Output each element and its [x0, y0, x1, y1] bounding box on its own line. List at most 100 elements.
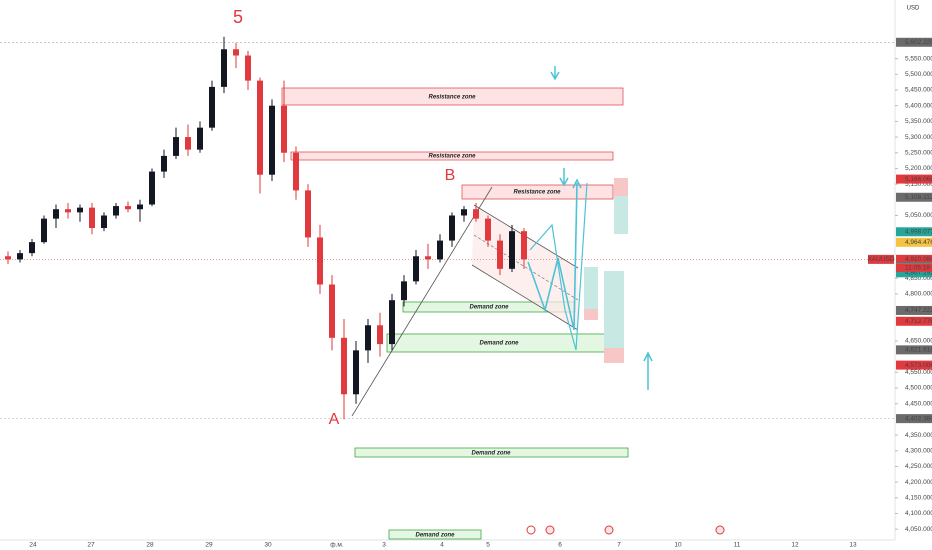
candle-body — [77, 207, 83, 213]
candle-body — [245, 55, 251, 81]
event-icon[interactable] — [545, 525, 555, 535]
y-tick-label: 4,350.000 — [905, 432, 932, 439]
zone-label: Demand zone — [479, 341, 519, 347]
candle-body — [293, 152, 299, 191]
channel — [472, 205, 578, 330]
event-icon[interactable] — [715, 525, 725, 535]
countdown: 11:05:18 — [905, 265, 930, 272]
x-tick-label: 11 — [734, 542, 741, 549]
candle-body — [101, 215, 107, 229]
position-box — [584, 309, 598, 320]
symbol-tag — [868, 254, 894, 264]
price-tag-label: 4,998.077 — [905, 228, 932, 235]
x-tick-label: 13 — [849, 542, 857, 549]
countdown-bg — [896, 263, 932, 272]
arrow — [572, 178, 582, 189]
price-tag — [896, 360, 932, 370]
projection — [527, 182, 578, 331]
candle-body — [413, 256, 419, 282]
price-tag — [896, 254, 932, 264]
y-tick-label: 4,650.000 — [905, 338, 932, 345]
candle-body — [341, 337, 347, 395]
price-tag-label: 4,910.080 — [905, 256, 932, 263]
price-tag — [896, 174, 932, 184]
zone-label: Demand zone — [469, 305, 509, 311]
x-tick-label: 12 — [791, 542, 799, 549]
y-tick-label: 5,150.000 — [905, 181, 932, 188]
candle-body — [29, 242, 35, 254]
x-tick-label: 28 — [146, 542, 154, 549]
zone-label: Resistance zone — [428, 95, 476, 101]
candle-body — [197, 127, 203, 150]
zone-label: Demand zone — [415, 533, 455, 539]
candle-body — [389, 300, 395, 345]
y-tick-label: 5,300.000 — [905, 134, 932, 141]
y-tick-label: 4,300.000 — [905, 447, 932, 454]
candle-body — [377, 325, 383, 345]
y-tick-label: 4,100.000 — [905, 510, 932, 517]
y-tick-label: 4,800.000 — [905, 291, 932, 298]
labels: Resistance zone Resistance zone Resistan… — [233, 7, 561, 539]
candle-body — [149, 171, 155, 205]
y-tick-label: 5,350.000 — [905, 118, 932, 125]
price-tag-label: 4,964.476 — [905, 239, 932, 246]
candle-body — [497, 240, 503, 269]
price-tag — [896, 192, 932, 202]
price-tag-label: 4,621.616 — [905, 347, 932, 354]
y-tick-label: 4,500.000 — [905, 385, 932, 392]
x-tick-label: 3 — [382, 542, 386, 549]
arrow — [643, 351, 653, 362]
candle-body — [353, 350, 359, 395]
x-tick-label: 6 — [558, 542, 562, 549]
candle-body — [449, 215, 455, 241]
zone-label: Demand zone — [471, 451, 511, 457]
arrow — [559, 177, 569, 187]
price-tag — [896, 414, 932, 424]
candle-body — [281, 105, 287, 153]
candle-body — [461, 209, 467, 216]
y-tick-label: 5,250.000 — [905, 149, 932, 156]
y-tick-label: 4,150.000 — [905, 495, 932, 502]
candle-body — [53, 209, 59, 219]
x-tick-label: 30 — [264, 542, 272, 549]
candle-body — [401, 281, 407, 301]
price-tag-label: 5,602.225 — [905, 39, 932, 46]
candle-body — [161, 155, 167, 172]
candle-body — [317, 237, 323, 285]
candle-body — [113, 206, 119, 216]
candle-body — [221, 49, 227, 87]
wave-label: 5 — [233, 7, 243, 27]
x-tick-label: 7 — [617, 542, 621, 549]
candle-body — [173, 137, 179, 156]
candle-body — [257, 80, 263, 175]
zone — [281, 87, 624, 106]
y-tick-label: 4,200.000 — [905, 479, 932, 486]
price-tag-label: 4,712.776 — [905, 318, 932, 325]
price-tag-label: 5,108.112 — [905, 194, 932, 201]
arrow — [550, 71, 560, 81]
price-tag — [896, 268, 932, 278]
event-icon[interactable] — [526, 525, 536, 535]
price-tag — [896, 37, 932, 47]
candle-body — [5, 256, 11, 260]
candle-body — [17, 253, 23, 260]
candle-body — [209, 86, 215, 128]
candle-body — [509, 231, 515, 269]
y-tick-label: 4,250.000 — [905, 463, 932, 470]
candle-body — [473, 209, 479, 219]
x-tick-label: 5 — [486, 542, 490, 549]
currency: USD — [907, 6, 920, 12]
candle-body — [365, 325, 371, 351]
x-tick-label: 29 — [205, 542, 213, 549]
candle-body — [521, 231, 527, 260]
y-tick-label: 4,550.000 — [905, 369, 932, 376]
price-tag — [896, 237, 932, 247]
price-tag-label: 4,402.380 — [905, 415, 932, 422]
candle-body — [65, 209, 71, 213]
price-tag — [896, 305, 932, 315]
channel-line — [471, 264, 579, 331]
price-tag — [896, 345, 932, 355]
event-icon[interactable] — [604, 525, 614, 535]
price-tag — [896, 227, 932, 237]
